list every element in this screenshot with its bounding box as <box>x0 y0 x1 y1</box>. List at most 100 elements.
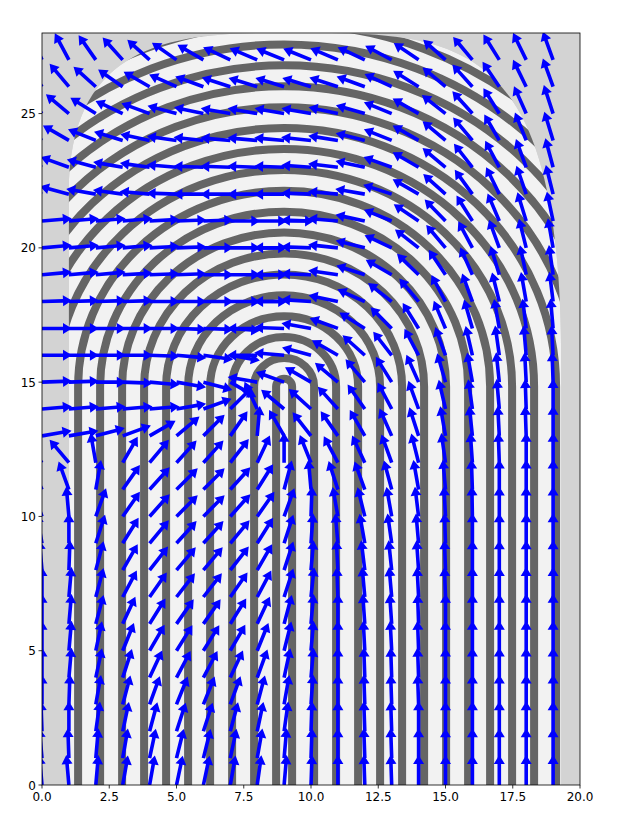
arrow <box>254 347 285 361</box>
arrow <box>491 352 505 383</box>
arrow <box>339 331 369 359</box>
arrow <box>173 189 203 200</box>
arrow <box>203 350 234 365</box>
arrow <box>252 541 277 572</box>
arrow <box>521 728 532 758</box>
arrow <box>63 701 74 731</box>
arrow <box>427 273 451 305</box>
arrow <box>176 241 206 253</box>
arrow <box>356 540 371 571</box>
arrow <box>483 191 505 223</box>
arrow <box>118 541 143 572</box>
fingerprint-ridge <box>42 33 580 785</box>
arrow <box>225 674 246 706</box>
arrow <box>69 350 99 361</box>
arrow <box>226 596 251 627</box>
arrow <box>352 486 370 518</box>
arrow <box>176 323 206 335</box>
arrow <box>439 513 451 543</box>
arrow <box>392 225 422 252</box>
y-tick <box>39 247 43 248</box>
arrow <box>480 112 505 143</box>
arrow <box>411 513 425 544</box>
arrow <box>252 755 267 785</box>
arrow <box>332 701 343 731</box>
fingerprint-ridge <box>42 33 580 785</box>
x-tick-label: 12.5 <box>365 790 392 804</box>
arrow <box>521 648 532 678</box>
arrow <box>422 221 450 251</box>
arrow <box>264 407 289 438</box>
arrow <box>467 540 478 570</box>
arrow <box>254 242 284 253</box>
fingerprint-ridge <box>122 233 446 785</box>
arrow <box>149 377 180 391</box>
arrow <box>467 674 478 704</box>
arrow <box>548 540 559 570</box>
arrow <box>382 513 397 544</box>
arrow <box>226 408 252 439</box>
arrow <box>42 119 45 145</box>
arrow <box>412 567 425 598</box>
arrow <box>314 383 342 413</box>
arrow <box>147 416 178 441</box>
arrow <box>521 460 532 490</box>
arrow <box>252 405 266 436</box>
x-tick <box>445 785 446 789</box>
arrow <box>53 459 74 491</box>
arrow <box>90 674 106 705</box>
arrow <box>227 372 258 388</box>
arrow <box>450 167 477 198</box>
arrow <box>327 486 343 517</box>
fingerprint-ridge <box>42 44 580 785</box>
arrow <box>440 701 451 731</box>
arrow <box>42 460 47 492</box>
arrow <box>173 102 205 119</box>
arrow <box>494 621 505 651</box>
fingerprint-ridge <box>42 86 580 785</box>
arrow <box>448 61 476 91</box>
arrow <box>358 701 370 731</box>
x-tick <box>378 785 379 789</box>
arrow <box>42 121 72 146</box>
arrow <box>199 570 226 600</box>
arrow <box>400 326 424 358</box>
arrow <box>252 647 273 679</box>
axes-frame <box>42 33 580 785</box>
arrow <box>281 214 311 226</box>
arrow <box>362 69 394 92</box>
arrow <box>63 513 74 543</box>
arrow <box>542 217 558 248</box>
y-tick-label: 25 <box>21 107 36 121</box>
arrow <box>479 33 504 63</box>
arrow <box>50 33 74 62</box>
arrow <box>176 350 207 364</box>
fingerprint-ridge <box>42 128 556 785</box>
y-tick-label: 10 <box>21 510 36 524</box>
arrow <box>308 213 339 227</box>
arrow <box>521 621 532 651</box>
arrow <box>68 401 99 415</box>
arrow <box>63 620 77 651</box>
arrow <box>424 247 450 278</box>
arrow <box>172 570 199 600</box>
arrow <box>199 649 223 681</box>
arrow <box>345 407 370 438</box>
arrow <box>419 144 449 172</box>
arrow <box>118 568 142 600</box>
arrow <box>539 83 559 115</box>
fingerprint-ridge <box>42 33 580 785</box>
arrow <box>171 675 192 707</box>
arrow <box>401 352 423 384</box>
arrow <box>374 406 396 438</box>
arrow <box>62 728 74 758</box>
arrow <box>226 543 253 573</box>
arrow <box>491 379 505 410</box>
arrow <box>226 622 251 653</box>
arrow <box>516 271 532 302</box>
arrow <box>307 265 338 280</box>
arrow <box>411 540 424 571</box>
arrow <box>279 728 293 759</box>
arrow <box>409 486 424 517</box>
arrow <box>494 728 505 758</box>
